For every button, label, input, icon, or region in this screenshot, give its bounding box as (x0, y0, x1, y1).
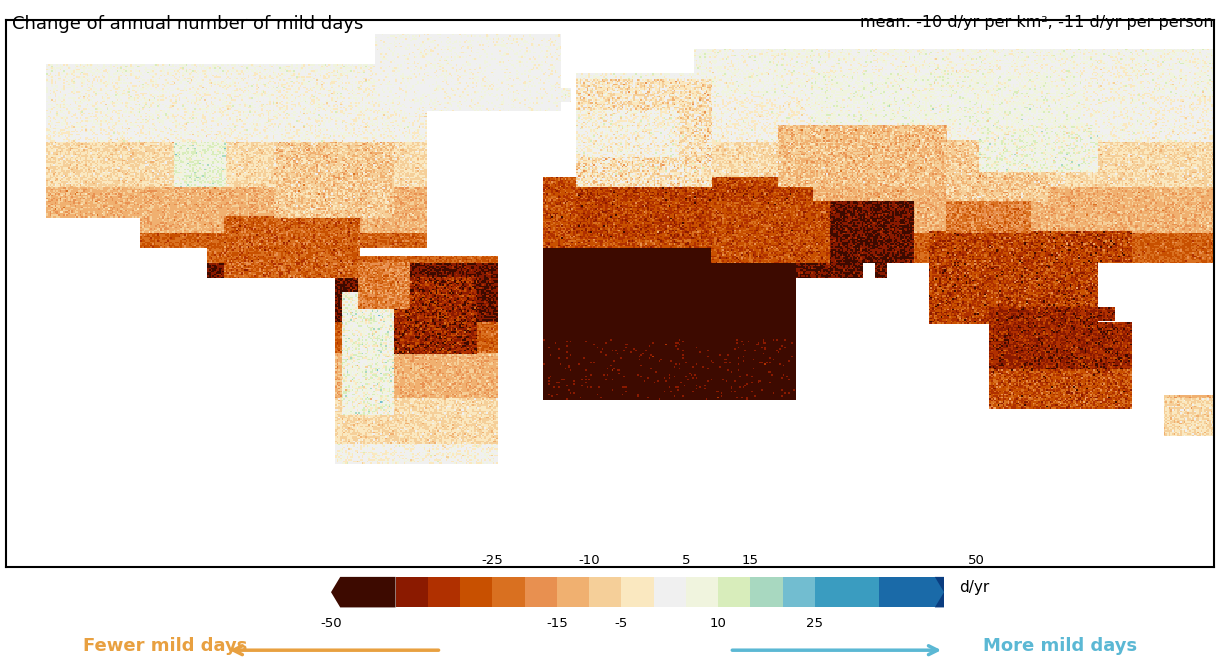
Text: -15: -15 (546, 617, 568, 631)
Polygon shape (685, 577, 718, 607)
Polygon shape (428, 577, 460, 607)
Polygon shape (331, 577, 396, 607)
Polygon shape (396, 577, 428, 607)
Polygon shape (622, 577, 653, 607)
Text: 5: 5 (682, 554, 690, 567)
Polygon shape (557, 577, 590, 607)
Polygon shape (750, 577, 782, 607)
Polygon shape (782, 577, 815, 607)
Polygon shape (718, 577, 750, 607)
Polygon shape (653, 577, 685, 607)
Text: 10: 10 (710, 617, 727, 631)
Text: Fewer mild days: Fewer mild days (83, 637, 248, 654)
Text: More mild days: More mild days (983, 637, 1138, 654)
Text: 50: 50 (967, 554, 984, 567)
Polygon shape (525, 577, 557, 607)
Text: mean: -10 d/yr per km²; -11 d/yr per person: mean: -10 d/yr per km²; -11 d/yr per per… (861, 15, 1214, 30)
Text: -25: -25 (482, 554, 503, 567)
Polygon shape (934, 577, 944, 607)
Text: d/yr: d/yr (959, 580, 989, 595)
Text: -5: -5 (614, 617, 628, 631)
Polygon shape (879, 577, 944, 607)
Text: 25: 25 (807, 617, 824, 631)
Text: -50: -50 (320, 617, 342, 631)
Text: -10: -10 (579, 554, 600, 567)
Text: 15: 15 (742, 554, 759, 567)
Polygon shape (493, 577, 525, 607)
Polygon shape (815, 577, 879, 607)
Polygon shape (590, 577, 622, 607)
Text: Change of annual number of mild days: Change of annual number of mild days (12, 15, 364, 33)
Polygon shape (460, 577, 493, 607)
